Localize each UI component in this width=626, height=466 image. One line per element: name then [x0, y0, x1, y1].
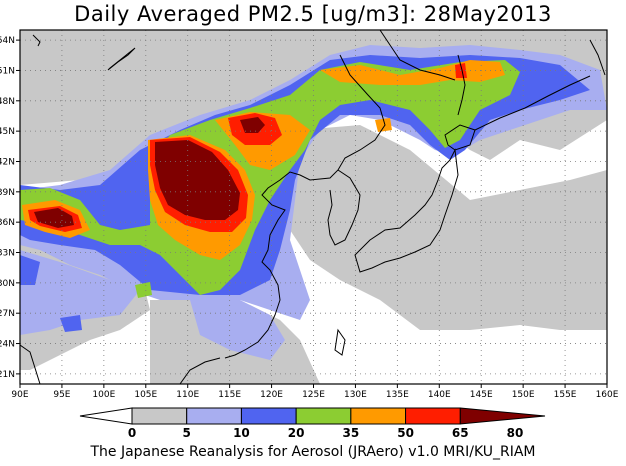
kamchatka: [589, 39, 606, 76]
colorbar-label: 80: [507, 426, 524, 440]
colorbar: 0 5 10 20 35 50 65 80: [79, 407, 546, 440]
japan-honshu: [354, 148, 459, 273]
blue-patch-1: [60, 315, 82, 332]
japan-hokkaido: [444, 124, 476, 151]
grey-region-east: [290, 125, 607, 330]
lon-tick-label: 130E: [344, 390, 367, 400]
blue-patch-2: [20, 255, 40, 285]
lon-tick-label: 95E: [53, 390, 70, 400]
orange-patch-korea: [375, 118, 392, 132]
indochina-coast: [179, 357, 221, 384]
lake-baikal: [107, 47, 136, 71]
lon-tick-label: 150E: [512, 390, 535, 400]
green-patch-south: [135, 282, 152, 298]
lat-tick-label: 42N: [0, 157, 15, 167]
lat-tick-label: 21N: [0, 370, 15, 380]
lat-tick-label: 51N: [0, 66, 15, 76]
korea-coast: [327, 169, 361, 246]
lavender-region-south: [190, 300, 285, 360]
lat-tick-label: 36N: [0, 218, 15, 228]
colorbar-label: 20: [288, 426, 305, 440]
colorbar-label: 10: [233, 426, 250, 440]
lat-tick-labels: 21N 24N 27N 30N 33N 36N 39N 42N 45N 48N 51N 54N: [0, 36, 20, 380]
colorbar-label: 35: [343, 426, 360, 440]
colorbar-segment: [295, 407, 352, 425]
lon-tick-label: 100E: [92, 390, 115, 400]
india-coast: [20, 344, 41, 384]
colorbar-upper-arrow: [459, 407, 546, 425]
lon-tick-label: 125E: [302, 390, 325, 400]
colorbar-segment: [240, 407, 297, 425]
kuril-islands: [474, 75, 591, 131]
lon-tick-label: 90E: [11, 390, 28, 400]
russia-coast: [379, 30, 456, 81]
colorbar-segment: [350, 407, 407, 425]
green-region-main: [20, 60, 520, 295]
darkred-region-north: [240, 117, 265, 133]
colorbar-segment: [131, 407, 188, 425]
lon-tick-labels: 90E 95E 100E 105E 110E 115E 120E 125E 130E 135E 14…: [11, 384, 619, 400]
china-coast: [224, 54, 386, 359]
darkred-region-central: [155, 140, 240, 220]
lon-tick-label: 140E: [428, 390, 451, 400]
colorbar-label: 65: [452, 426, 469, 440]
lat-lon-grid: [20, 30, 607, 384]
lake-balkhash: [32, 34, 41, 47]
lon-tick-label: 160E: [596, 390, 619, 400]
lon-tick-label: 145E: [470, 390, 493, 400]
colorbar-segment: [186, 407, 242, 425]
lavender-region-west-south: [20, 250, 140, 335]
concentration-field: [20, 30, 607, 384]
lat-tick-label: 45N: [0, 127, 15, 137]
lat-tick-label: 39N: [0, 188, 15, 198]
lon-tick-label: 105E: [134, 390, 157, 400]
lon-tick-label: 155E: [554, 390, 577, 400]
darkred-region-west: [34, 208, 74, 228]
map-title: Daily Averaged PM2.5 [ug/m3]: 28May2013: [74, 2, 552, 26]
lat-tick-label: 27N: [0, 309, 15, 319]
lon-tick-label: 110E: [176, 390, 199, 400]
colorbar-label: 0: [128, 426, 136, 440]
colorbar-segment: [405, 407, 461, 425]
lat-tick-label: 48N: [0, 97, 15, 107]
coastlines: [20, 30, 606, 384]
credit-line: The Japanese Reanalysis for Aerosol (JRA…: [90, 444, 536, 460]
taiwan: [334, 328, 346, 356]
lon-tick-label: 115E: [218, 390, 241, 400]
lon-tick-label: 120E: [260, 390, 283, 400]
lat-tick-label: 54N: [0, 36, 15, 46]
lat-tick-label: 24N: [0, 340, 15, 350]
sakhalin: [457, 54, 466, 116]
colorbar-lower-arrow: [79, 407, 133, 425]
colorbar-label: 50: [397, 426, 414, 440]
colorbar-label: 5: [183, 426, 191, 440]
lon-tick-label: 135E: [386, 390, 409, 400]
lat-tick-label: 33N: [0, 249, 15, 259]
lat-tick-label: 30N: [0, 279, 15, 289]
